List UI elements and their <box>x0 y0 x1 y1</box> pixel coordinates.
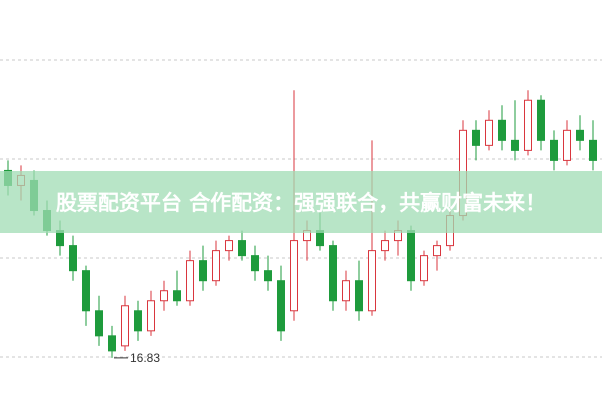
candle-body <box>238 240 246 257</box>
candle-body <box>82 270 90 312</box>
low-label: 16.83 <box>130 351 160 365</box>
candle-body <box>147 300 155 332</box>
candle-body <box>498 119 506 141</box>
candle-body <box>589 139 597 161</box>
candle-body <box>550 139 558 161</box>
candle-body <box>576 129 584 141</box>
candle-body <box>524 99 532 151</box>
candle-body <box>108 335 116 352</box>
candle-body <box>381 240 389 252</box>
candle-body <box>212 250 220 282</box>
candle-body <box>472 129 480 146</box>
candle-body <box>264 270 272 282</box>
candle-body <box>368 250 376 312</box>
candle-body <box>329 245 337 302</box>
candle-body <box>407 230 415 282</box>
candle-body <box>511 139 519 151</box>
candle-body <box>95 310 103 337</box>
candle-body <box>225 240 233 252</box>
candle-body <box>277 280 285 332</box>
candle-body <box>251 255 259 272</box>
candle-body <box>485 119 493 146</box>
banner-text: 股票配资平台 合作配资：强强联合，共赢财富未来！ <box>56 191 546 215</box>
candle-body <box>342 280 350 302</box>
candle-body <box>355 280 363 312</box>
candle-body <box>199 260 207 282</box>
candle-body <box>420 255 428 282</box>
candle-body <box>563 129 571 161</box>
candle-body <box>160 290 168 302</box>
candle-body <box>173 290 181 302</box>
candle-body <box>134 310 142 332</box>
candle-body <box>433 245 441 257</box>
candle-body <box>121 305 129 347</box>
candle-body <box>69 245 77 272</box>
candle-body <box>290 240 298 312</box>
banner <box>0 171 602 233</box>
candle-body <box>186 260 194 302</box>
candle-body <box>537 99 545 141</box>
